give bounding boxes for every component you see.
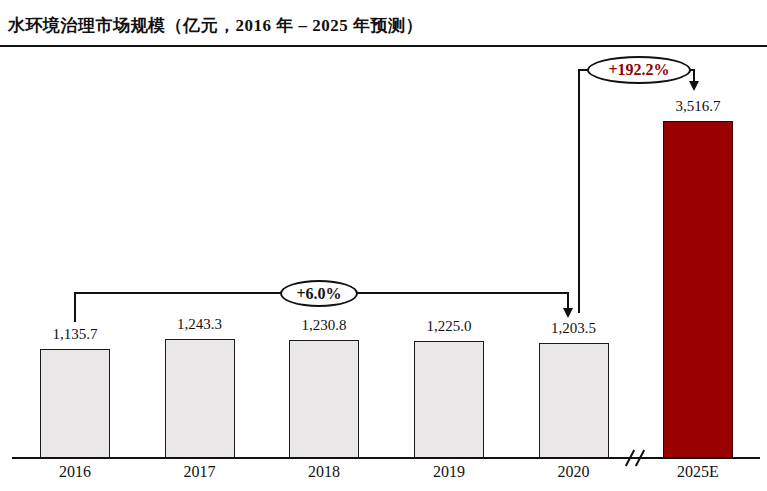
growth-bracket-1-right-leg: [567, 292, 569, 308]
growth-label-1: +6.0%: [296, 285, 341, 303]
bar-value-label: 1,243.3: [155, 316, 245, 333]
bar-value-label: 1,135.7: [30, 326, 120, 343]
growth-ellipse-2: +192.2%: [587, 56, 691, 84]
bar-rect: [663, 121, 733, 458]
x-axis-label: 2016: [30, 463, 120, 481]
growth-ellipse-1: +6.0%: [280, 280, 358, 307]
title-divider: [0, 45, 767, 47]
x-axis-line: [12, 457, 760, 459]
x-axis-label: 2018: [279, 463, 369, 481]
page-title: 水环境治理市场规模（亿元，2016 年 – 2025 年预测）: [8, 14, 748, 37]
bar-rect: [414, 341, 484, 458]
growth-bracket-2-arrowhead-icon: [689, 81, 699, 91]
bar-rect: [40, 349, 110, 458]
bar-value-label: 1,230.8: [279, 317, 369, 334]
x-axis-label: 2020: [529, 463, 619, 481]
bar-value-label: 1,225.0: [404, 318, 494, 335]
bar-value-label: 1,203.5: [529, 320, 619, 337]
chart-page: 水环境治理市场规模（亿元，2016 年 – 2025 年预测） 1,135.7 2…: [0, 0, 767, 491]
bar-rect: [539, 343, 609, 458]
bar-rect: [289, 340, 359, 458]
bar-value-label: 3,516.7: [653, 98, 743, 115]
growth-bracket-1-left-leg: [74, 292, 76, 322]
x-axis-label: 2025E: [653, 463, 743, 481]
growth-bracket-2-right-leg: [693, 69, 695, 81]
x-axis-label: 2017: [155, 463, 245, 481]
bar-rect: [165, 339, 235, 458]
growth-label-2: +192.2%: [608, 61, 669, 79]
growth-bracket-2-left-leg: [578, 69, 580, 313]
growth-bracket-1-arrowhead-icon: [563, 308, 573, 318]
x-axis-label: 2019: [404, 463, 494, 481]
